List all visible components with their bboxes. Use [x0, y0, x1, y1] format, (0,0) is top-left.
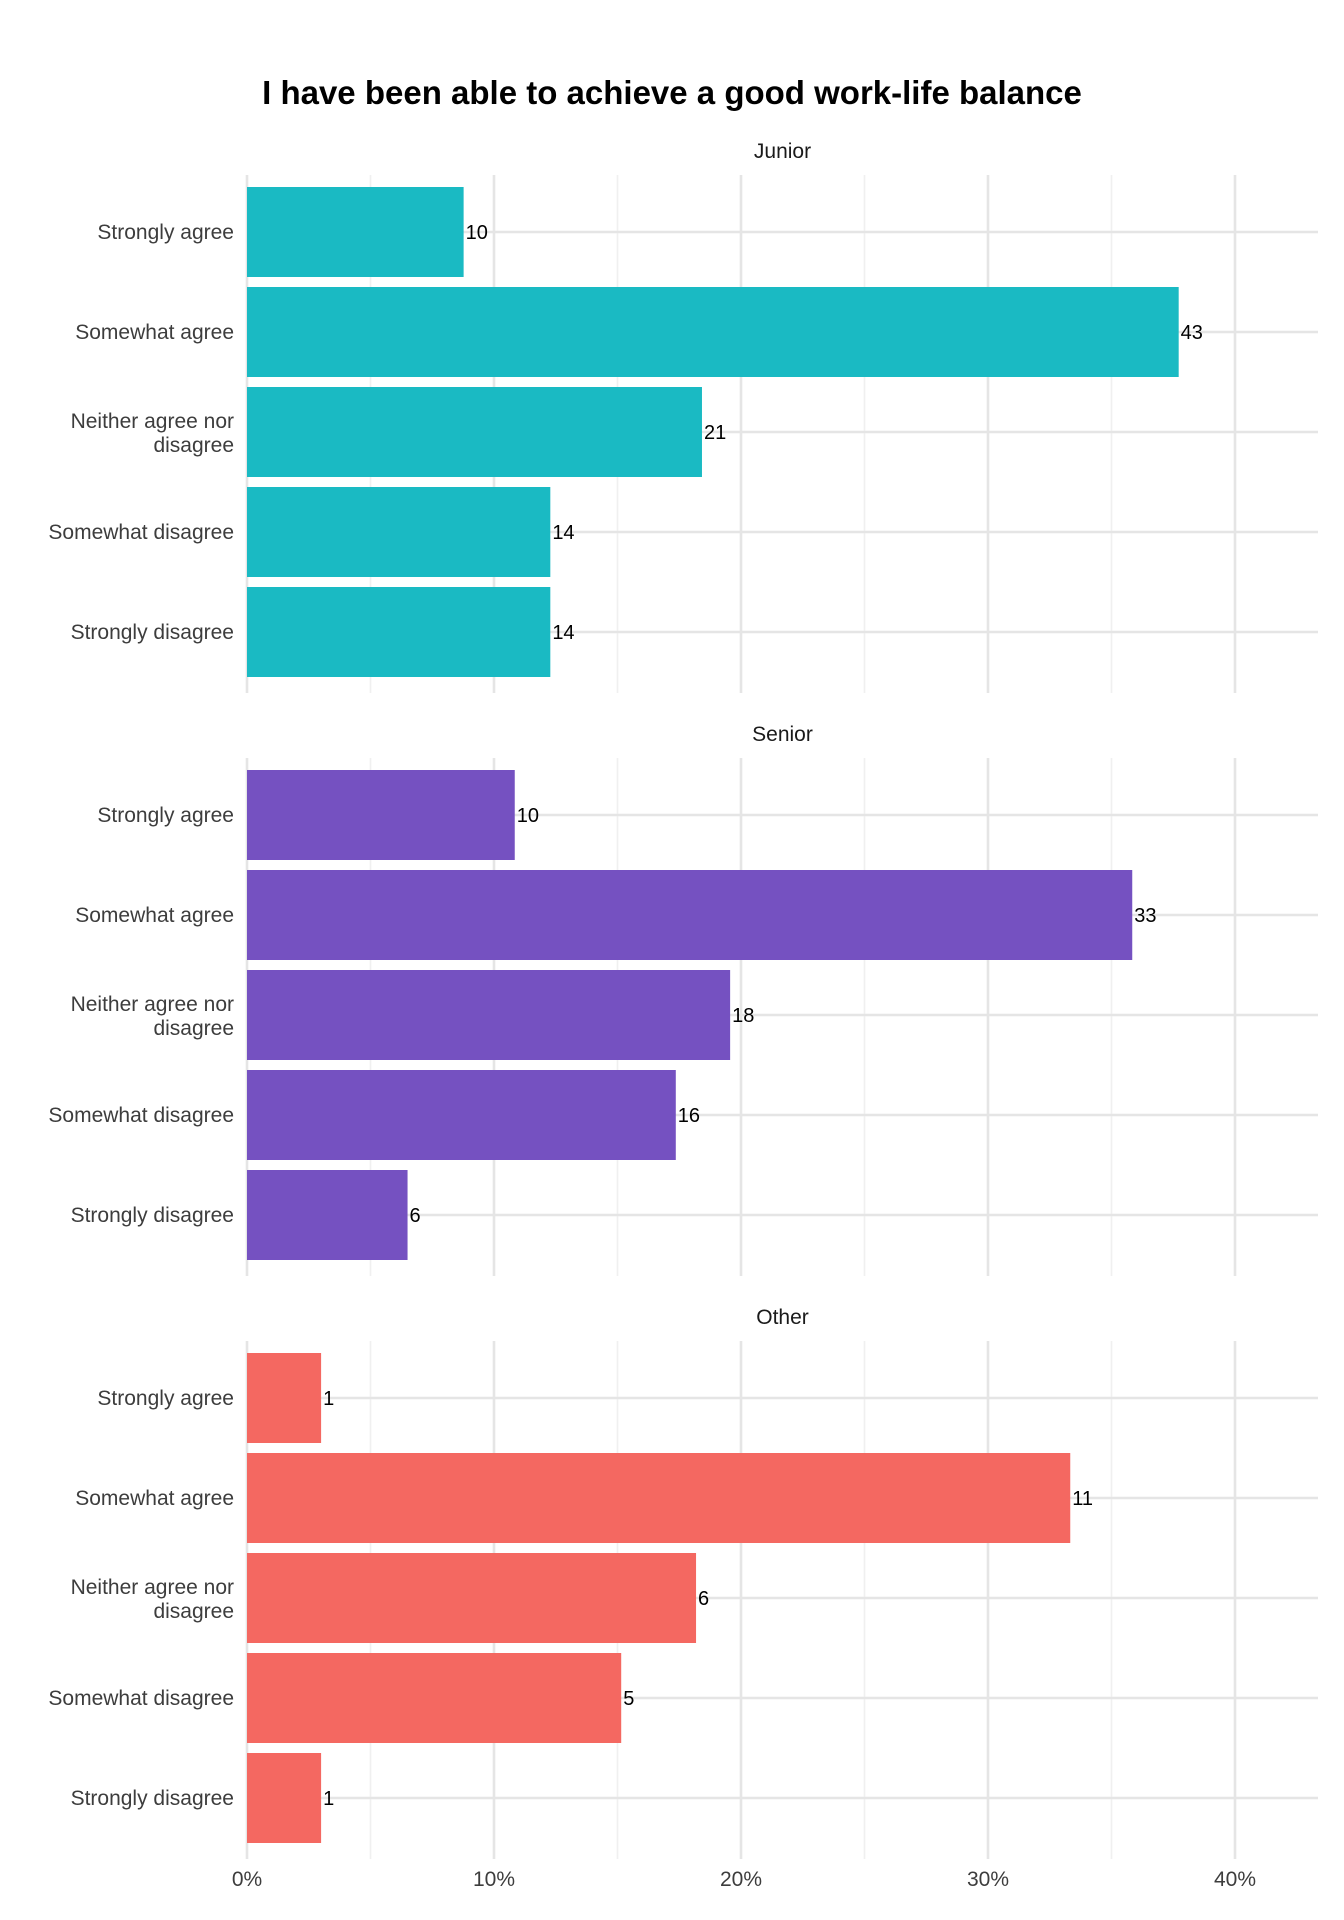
x-tick-label: 40% — [1214, 1868, 1256, 1891]
bar — [247, 1070, 676, 1160]
category-label: Strongly agree — [97, 1387, 234, 1410]
bar — [247, 870, 1133, 960]
category-label: Neither agree nor disagree — [71, 410, 234, 457]
category-label: Strongly agree — [97, 804, 234, 827]
bar-value-label: 14 — [552, 622, 574, 644]
facet-panel-senior: Senior Strongly agree 10 Somewhat agree 33 Ne… — [48, 723, 1318, 1276]
bar-value-label: 14 — [552, 522, 574, 544]
bar-value-label: 1 — [323, 1788, 334, 1810]
bar — [247, 487, 551, 577]
bar-value-label: 1 — [323, 1388, 334, 1410]
category-label: Somewhat disagree — [48, 1687, 234, 1710]
bar — [247, 187, 464, 277]
category-label: Strongly disagree — [71, 1787, 234, 1810]
chart-title: I have been able to achieve a good work-… — [262, 74, 1082, 111]
facet-label: Junior — [754, 140, 811, 163]
facet-label: Senior — [752, 723, 813, 746]
category-label: Somewhat agree — [75, 1487, 234, 1510]
bar — [247, 587, 551, 677]
category-label: Neither agree nor disagree — [71, 1576, 234, 1623]
facet-panel-junior: Junior Strongly agree 10 Somewhat agree 43 Ne… — [48, 140, 1318, 693]
x-tick-label: 30% — [967, 1868, 1009, 1891]
bar-value-label: 21 — [704, 422, 726, 444]
bar — [247, 1170, 408, 1260]
bar — [247, 970, 731, 1060]
bar-value-label: 5 — [623, 1688, 634, 1710]
category-label: Somewhat disagree — [48, 1104, 234, 1127]
facet-panel-other: Other Strongly agree 1 Somewhat agree 11 Neit… — [48, 1306, 1318, 1859]
bar — [247, 287, 1179, 377]
category-label: Neither agree nor disagree — [71, 993, 234, 1040]
facet-label: Other — [756, 1306, 809, 1329]
bar-value-label: 11 — [1072, 1488, 1093, 1510]
bar-value-label: 6 — [698, 1588, 709, 1610]
bar-value-label: 33 — [1134, 905, 1156, 927]
bar — [247, 1353, 322, 1443]
category-label: Strongly disagree — [71, 1204, 234, 1227]
bar-value-label: 16 — [678, 1105, 700, 1127]
x-tick-label: 10% — [473, 1868, 515, 1891]
bar-value-label: 18 — [732, 1005, 754, 1027]
bar — [247, 1553, 697, 1643]
category-label: Somewhat disagree — [48, 521, 234, 544]
bar-value-label: 6 — [410, 1205, 421, 1227]
category-label: Somewhat agree — [75, 904, 234, 927]
bar — [247, 770, 515, 860]
bar-value-label: 43 — [1181, 322, 1203, 344]
bar-value-label: 10 — [466, 222, 488, 244]
x-tick-label: 0% — [232, 1868, 262, 1891]
category-label: Somewhat agree — [75, 321, 234, 344]
category-label: Strongly agree — [97, 221, 234, 244]
category-label: Strongly disagree — [71, 621, 234, 644]
bar — [247, 1653, 622, 1743]
bar-value-label: 10 — [517, 805, 539, 827]
x-tick-label: 20% — [720, 1868, 762, 1891]
bar — [247, 1753, 322, 1843]
bar — [247, 1453, 1071, 1543]
bar — [247, 387, 702, 477]
